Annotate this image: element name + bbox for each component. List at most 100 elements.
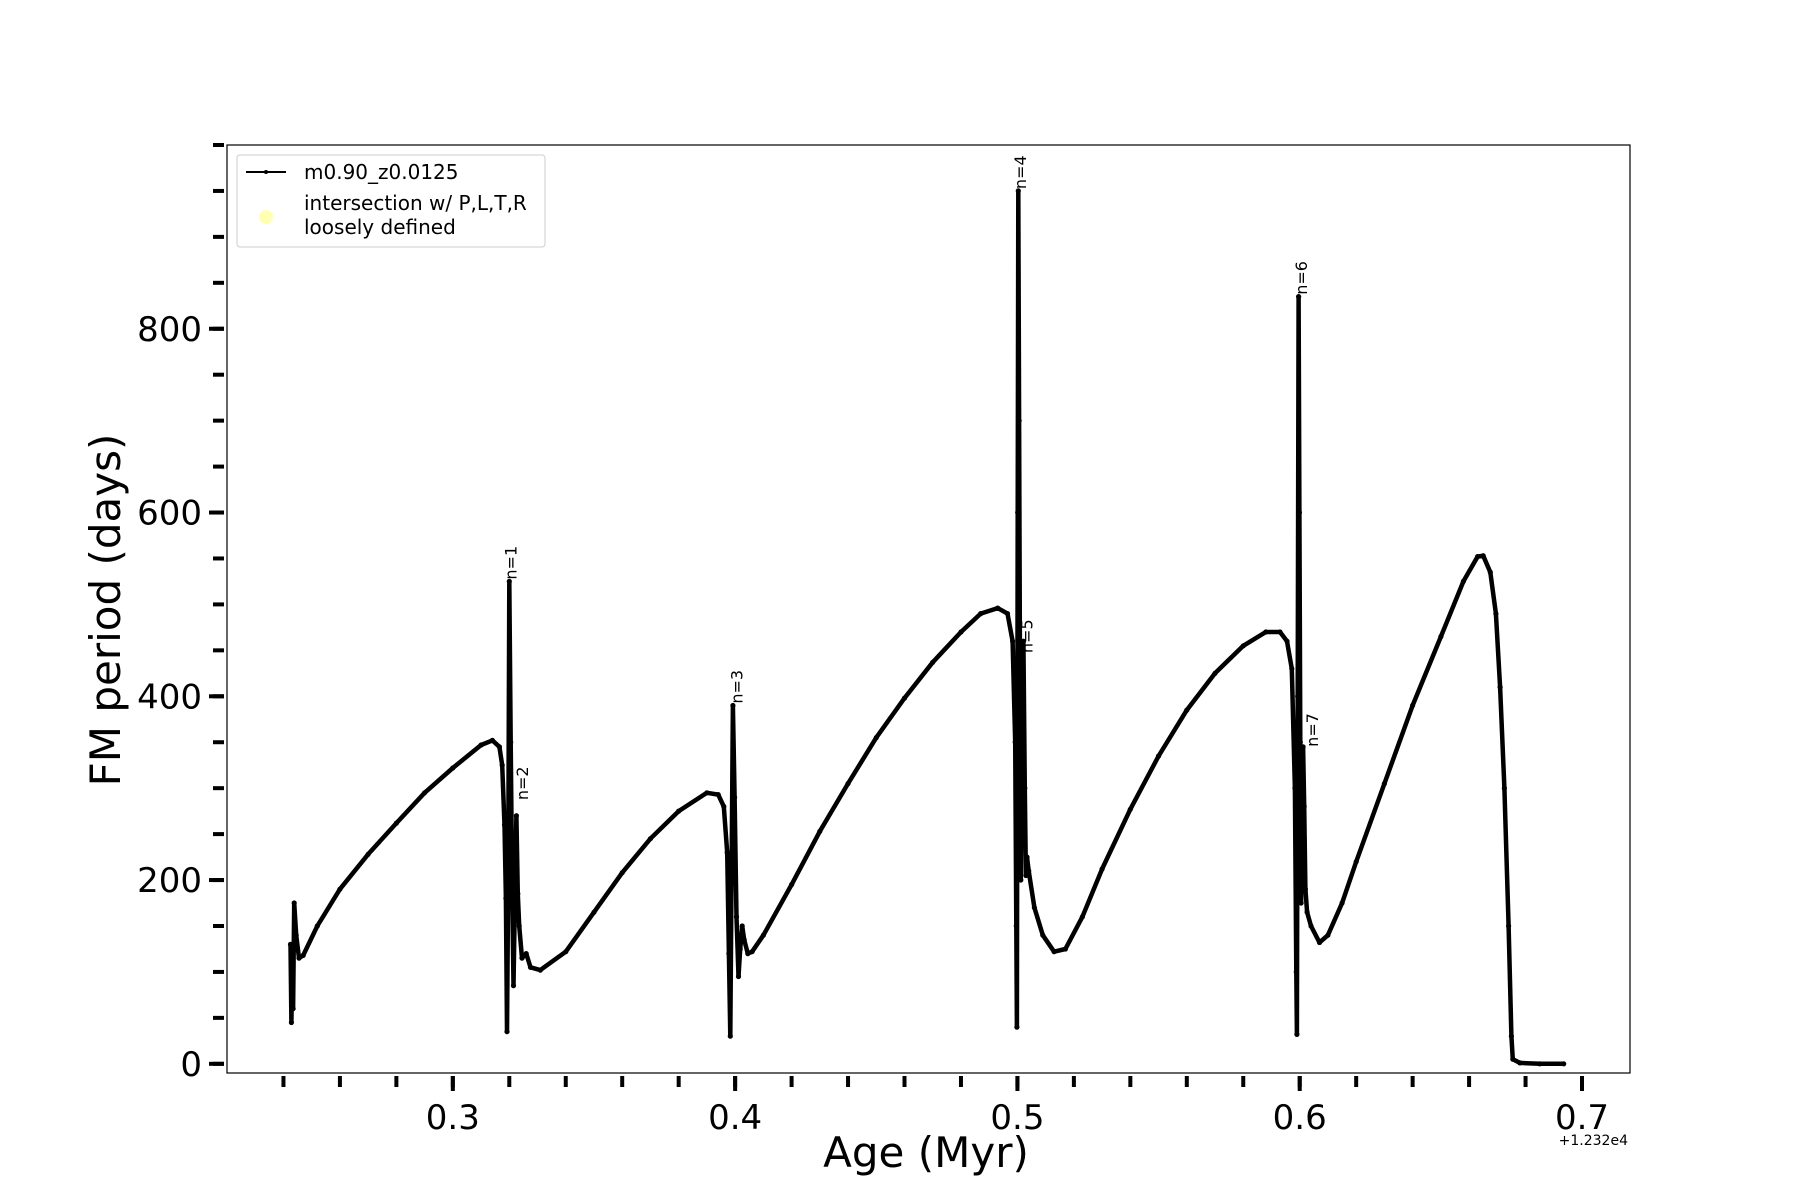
series-point — [296, 955, 302, 961]
series-point — [1022, 785, 1028, 791]
peak-annotation: n=6 — [1292, 261, 1311, 295]
peak-annotation: n=1 — [502, 546, 521, 580]
series-point — [1501, 785, 1507, 791]
x-tick-label: 0.5 — [990, 1098, 1044, 1138]
y-tick-label: 200 — [137, 861, 202, 901]
series-point — [1015, 188, 1021, 194]
series-point — [314, 923, 320, 929]
series-point — [503, 895, 509, 902]
series-point — [715, 792, 721, 798]
series-point — [300, 952, 306, 959]
series-point — [337, 886, 343, 892]
series-point — [1284, 638, 1290, 644]
series-point — [676, 808, 682, 814]
series-point — [1263, 629, 1269, 635]
peak-annotation: n=4 — [1011, 155, 1030, 189]
series-point — [958, 629, 964, 635]
x-tick-label: 0.3 — [426, 1098, 480, 1138]
series-point — [745, 951, 751, 957]
series-point — [1014, 1024, 1020, 1030]
series-point — [527, 964, 534, 970]
series-point — [1051, 949, 1057, 955]
series-point — [509, 877, 515, 883]
series-point — [450, 765, 456, 771]
series-point — [291, 900, 297, 906]
series-point — [1325, 932, 1331, 938]
peak-annotation: n=5 — [1018, 619, 1037, 653]
series-point — [1517, 1060, 1523, 1066]
series-point — [724, 849, 730, 856]
peak-annotation: n=2 — [513, 766, 532, 800]
series-point — [508, 739, 514, 745]
series-point — [1316, 939, 1323, 946]
series-point — [739, 923, 745, 929]
series-point — [1184, 707, 1190, 713]
x-tick-label: 0.4 — [708, 1098, 762, 1138]
series-point — [506, 578, 512, 585]
series-point — [1410, 702, 1416, 709]
peak-annotation: n=7 — [1303, 713, 1322, 747]
series-point — [1296, 509, 1302, 516]
series-point — [737, 946, 743, 952]
legend-intersection-marker — [259, 210, 273, 224]
series-point — [1295, 693, 1301, 699]
series-point — [1020, 638, 1026, 644]
legend-entry-series: m0.90_z0.0125 — [304, 160, 459, 184]
legend-frame — [236, 154, 546, 248]
x-tick-label: 0.7 — [1555, 1098, 1609, 1138]
x-axis-label: Age (Myr) — [823, 1128, 1029, 1177]
series-point — [1240, 643, 1246, 649]
series-point — [496, 744, 502, 750]
legend-entry-intersection-line1: intersection w/ P,L,T,R — [304, 191, 527, 215]
series-point — [1277, 629, 1283, 635]
series-point — [290, 1006, 296, 1012]
series-point — [513, 813, 520, 819]
series-point — [1040, 932, 1046, 938]
series-point — [1018, 877, 1024, 883]
series-point — [478, 742, 484, 748]
series-point — [1460, 578, 1466, 585]
x-axis-offset-label: +1.232e4 — [1559, 1133, 1628, 1149]
series-point — [1156, 753, 1162, 759]
peak-annotation: n=3 — [728, 670, 747, 704]
series-point — [1127, 806, 1133, 812]
series-point — [1062, 946, 1068, 952]
series-point — [1304, 909, 1310, 915]
series-point — [1016, 418, 1022, 424]
series-point — [817, 828, 823, 835]
series-point — [1480, 553, 1486, 559]
series-point — [1019, 739, 1025, 745]
series-point — [741, 937, 747, 943]
series-point — [728, 877, 735, 883]
series-point — [422, 790, 428, 796]
series-point — [288, 1019, 294, 1026]
series-point — [1301, 803, 1307, 810]
series-point — [504, 1029, 510, 1035]
series-point — [1300, 744, 1306, 750]
series-point — [1026, 868, 1032, 874]
series-point — [732, 794, 738, 801]
series-point — [1004, 611, 1011, 617]
series-point — [1023, 872, 1029, 879]
series-point — [1079, 914, 1085, 920]
series-point — [1010, 638, 1016, 644]
series-point — [726, 951, 732, 957]
series-point — [1024, 854, 1030, 860]
series-point — [1289, 666, 1295, 672]
series-point — [365, 851, 371, 857]
series-point — [591, 909, 597, 915]
series-point — [1508, 1033, 1514, 1039]
series-point — [1017, 675, 1023, 681]
series-point — [1013, 923, 1019, 929]
y-tick-label: 600 — [137, 494, 202, 534]
series-point — [287, 941, 294, 948]
series-line — [288, 188, 1566, 1067]
series-point — [901, 695, 908, 701]
series-point — [1506, 923, 1512, 929]
series-point — [1497, 684, 1503, 690]
series-point — [289, 969, 295, 975]
series-point — [1475, 554, 1481, 560]
series-point — [930, 659, 936, 665]
series-point — [489, 737, 495, 744]
series-point — [563, 949, 569, 955]
